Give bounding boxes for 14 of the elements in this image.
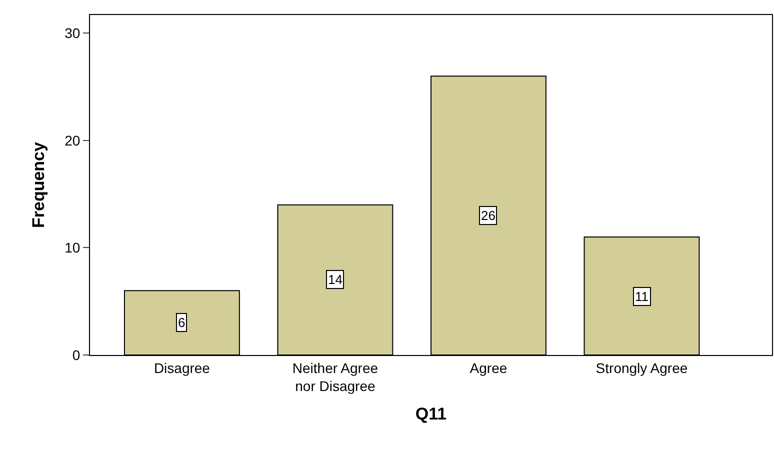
y-tick-label: 30 [64, 25, 80, 42]
x-axis-title: Q11 [415, 404, 447, 424]
x-tick-label: Agree [470, 360, 508, 376]
y-axis-title: Frequency [29, 141, 48, 228]
data-label: 26 [481, 208, 496, 223]
data-label: 11 [635, 289, 648, 304]
x-tick-label: Strongly Agree [596, 360, 688, 376]
data-label: 6 [178, 315, 186, 330]
data-label: 14 [328, 272, 342, 287]
y-tick-label: 0 [72, 346, 80, 363]
y-tick-label: 10 [64, 240, 80, 256]
y-tick-label: 20 [64, 132, 80, 148]
x-tick-label: Neither Agree nor Disagree [292, 360, 378, 394]
x-tick-label: Disagree [154, 360, 210, 376]
